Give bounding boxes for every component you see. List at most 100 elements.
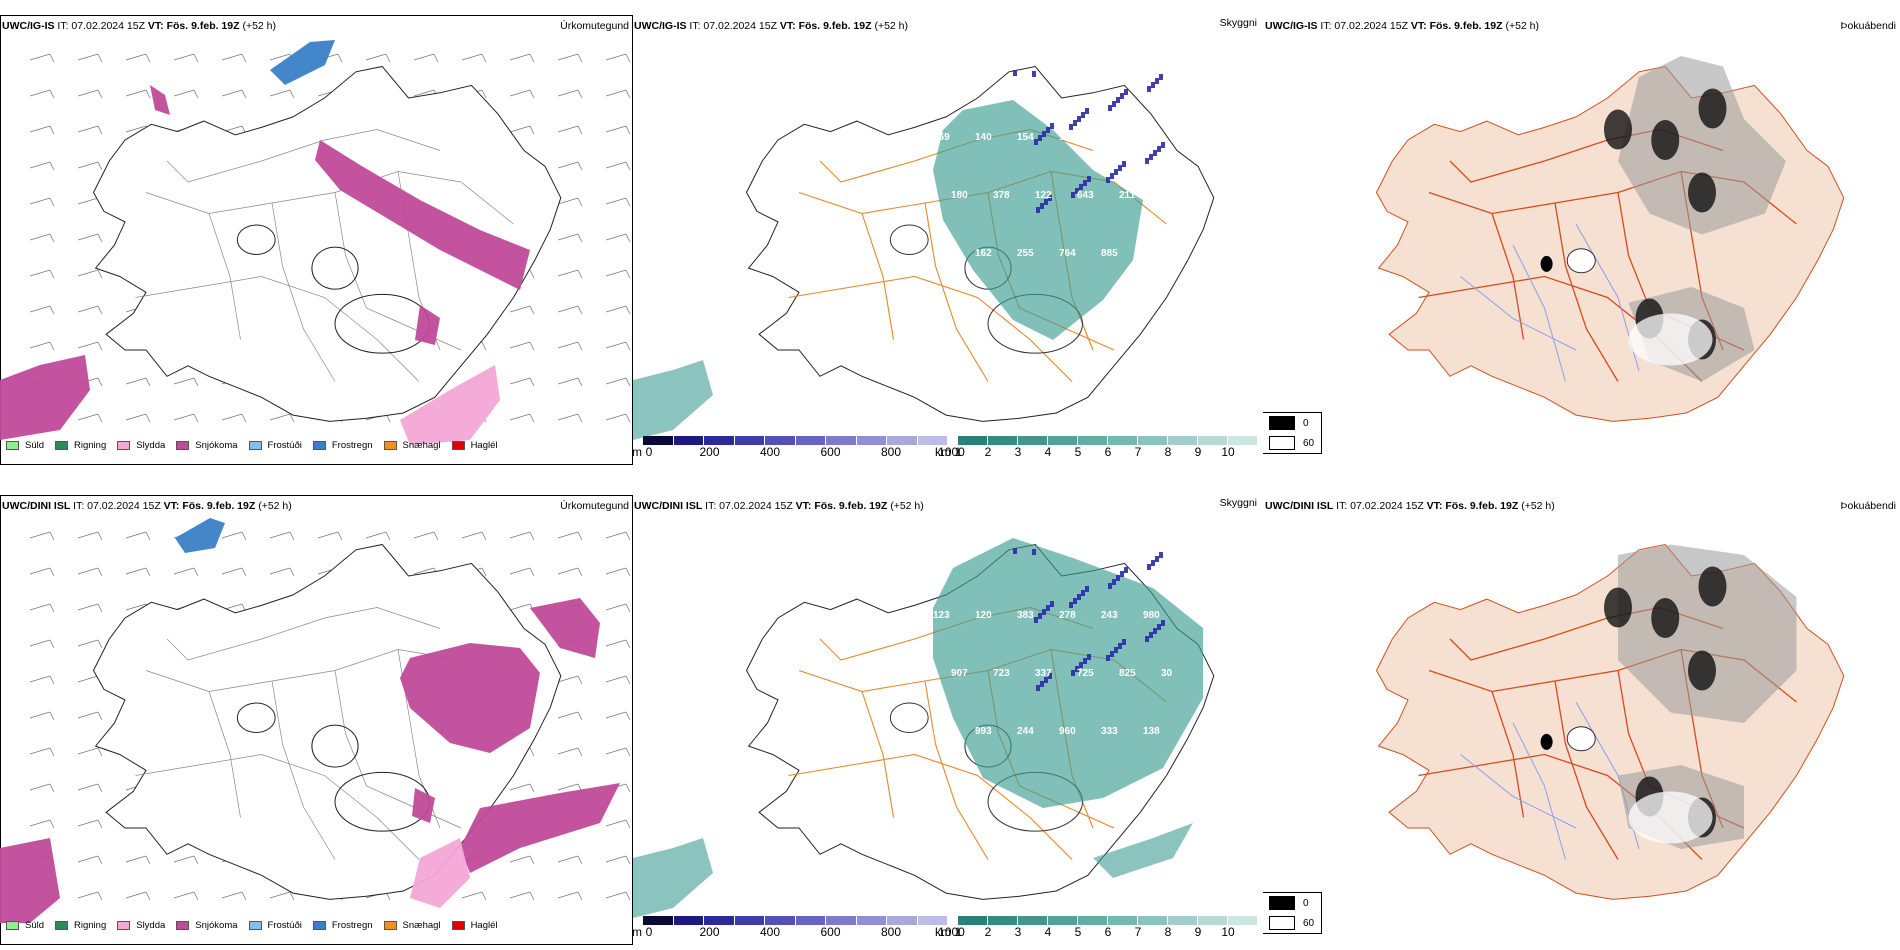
wind-barb-flag <box>529 783 535 793</box>
fog-index-core <box>1698 88 1727 129</box>
fog-index-core <box>1604 587 1632 628</box>
wind-barb-shaft <box>77 269 99 277</box>
wind-barb-shaft <box>173 567 195 575</box>
legend-swatch <box>176 441 190 450</box>
scale-cell <box>1228 916 1258 925</box>
fog-speck <box>1149 154 1153 160</box>
wind-barb-flag <box>49 125 55 135</box>
wind-barb-shaft <box>125 531 147 539</box>
scale-cell <box>1048 436 1078 445</box>
visibility-value: 120 <box>975 610 992 621</box>
fog-speck <box>1069 602 1073 608</box>
wind-barb-flag <box>97 161 103 171</box>
wind-barb <box>365 531 391 541</box>
wind-barb <box>605 53 631 63</box>
fog-legend-label: 60 <box>1303 917 1315 929</box>
visibility-value: 122 <box>1035 190 1052 201</box>
wind-barb <box>605 711 631 721</box>
wind-barb-shaft <box>77 341 99 349</box>
wind-barb-shaft <box>509 413 531 421</box>
wind-barb-flag <box>577 855 583 865</box>
visibility-value: 378 <box>993 190 1010 201</box>
wind-barb <box>557 161 583 171</box>
wind-barb-flag <box>529 747 535 757</box>
fog-speck <box>1042 609 1046 615</box>
legend-swatch <box>55 921 69 930</box>
scale-cell <box>765 436 796 445</box>
fog-speck <box>1081 590 1085 596</box>
road <box>924 202 989 382</box>
wind-barb-flag <box>49 603 55 613</box>
wind-barb-flag <box>625 305 631 315</box>
wind-barb-flag <box>625 341 631 351</box>
wind-barb <box>77 233 103 243</box>
scale-cell <box>917 436 948 445</box>
wind-barb-flag <box>97 783 103 793</box>
wind-barb <box>557 891 583 901</box>
fog-speck <box>1122 161 1126 167</box>
scale-tick: 1 <box>954 925 962 939</box>
legend-item: Súld <box>6 440 44 451</box>
legend-item: Rigning <box>55 440 106 451</box>
wind-barb-flag <box>49 819 55 829</box>
wind-barb-shaft <box>77 53 99 61</box>
visibility-ticks: m 0 200 400 600 800 1000 km 1 2 3 4 5 6 7 8 9 10 <box>633 925 1263 941</box>
fog-legend-swatch <box>1269 896 1295 910</box>
road <box>924 680 989 860</box>
fog-index-core <box>1540 255 1553 272</box>
wind-barb-shaft <box>269 891 291 899</box>
fog-speck <box>1087 176 1091 182</box>
wind-barb-shaft <box>557 197 579 205</box>
fog-legend: 0 60 <box>1263 412 1322 454</box>
precip-type-label: Úrkomutegund <box>560 500 629 512</box>
wind-barb <box>77 531 103 541</box>
fog-legend: 0 60 <box>1263 892 1322 934</box>
legend-item: Frostregn <box>312 440 373 451</box>
wind-barb-shaft <box>605 891 627 899</box>
wind-barb-shaft <box>557 747 579 755</box>
legend-label: Súld <box>25 440 45 451</box>
visibility-scale-m <box>643 916 948 925</box>
wind-barb <box>461 891 487 901</box>
wind-barb-flag <box>577 269 583 279</box>
wind-barb-shaft <box>605 639 627 647</box>
road <box>271 680 336 860</box>
wind-barb <box>77 819 103 829</box>
wind-barb <box>509 89 535 99</box>
wind-barb-flag <box>625 567 631 577</box>
wind-barb-flag <box>145 377 151 387</box>
wind-barb <box>509 305 535 315</box>
legend-item: Haglél <box>451 920 498 931</box>
wind-barb-flag <box>577 125 583 135</box>
wind-barb-flag <box>49 639 55 649</box>
wind-barb-shaft <box>221 89 243 97</box>
wind-barb-flag <box>577 891 583 901</box>
fog-speck <box>1077 594 1081 600</box>
wind-barb-shaft <box>557 891 579 899</box>
wind-barb-shaft <box>509 603 531 611</box>
wind-barb <box>557 197 583 207</box>
legend-label: Snæhagl <box>402 920 441 931</box>
visibility-value: 242 <box>1143 248 1160 259</box>
wind-barb-flag <box>625 603 631 613</box>
wind-barb-flag <box>577 711 583 721</box>
fog-speck <box>1108 105 1112 111</box>
snow-area <box>315 140 530 290</box>
fog-speck <box>1110 173 1114 179</box>
wind-barb-shaft <box>605 675 627 683</box>
visibility-value: 110 <box>1059 132 1076 143</box>
visibility-value: 138 <box>1143 726 1160 737</box>
wind-barb-shaft <box>125 413 147 421</box>
wind-barb-flag <box>625 711 631 721</box>
fog-speck <box>1116 575 1120 581</box>
wind-barb-flag <box>577 341 583 351</box>
wind-barb-shaft <box>605 567 627 575</box>
wind-barb-flag <box>385 53 391 63</box>
visibility-value: 162 <box>975 248 992 259</box>
fog-speck <box>1048 195 1052 201</box>
road <box>334 192 462 351</box>
wind-barb-shaft <box>77 639 99 647</box>
wind-barb-flag <box>385 531 391 541</box>
wind-barb-flag <box>97 603 103 613</box>
scale-tick: 2 <box>984 925 992 939</box>
